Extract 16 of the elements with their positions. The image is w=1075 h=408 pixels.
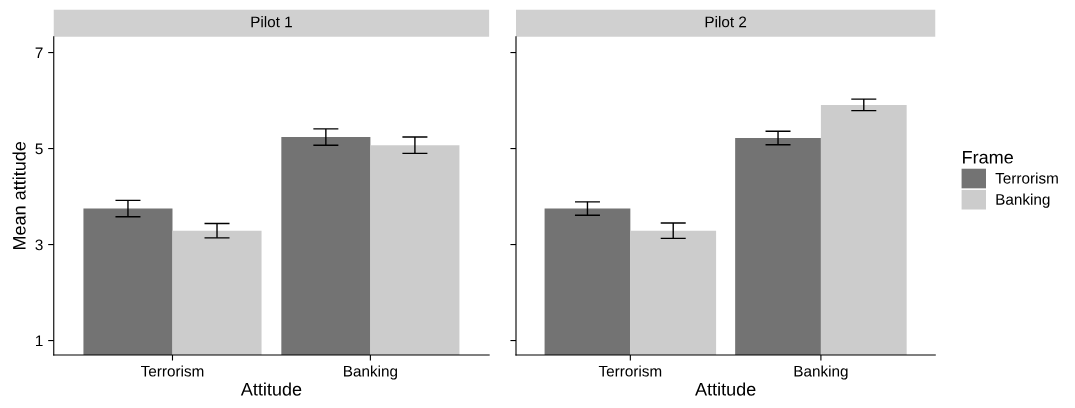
y-axis-title: Mean attitude	[12, 141, 26, 250]
x-axis-title: Attitude	[695, 382, 756, 396]
x-tick-label: Banking	[794, 365, 848, 380]
x-tick-label: Terrorism	[141, 365, 204, 377]
y-tick-label: 3	[35, 239, 43, 251]
legend-label: Banking	[996, 193, 1050, 208]
x-tick-label: Terrorism	[598, 365, 662, 377]
y-tick-label: 7	[35, 47, 43, 59]
x-axis-title: Attitude	[240, 382, 302, 396]
legend-title: Frame	[963, 151, 1013, 164]
legend-label: Terrorism	[995, 172, 1058, 184]
y-tick-label: 1	[36, 335, 43, 347]
y-tick-label: 5	[35, 143, 43, 155]
chart-title: Pilot 2	[705, 16, 747, 28]
x-tick-label: Banking	[344, 365, 398, 380]
chart-title: Pilot 1	[251, 16, 292, 28]
